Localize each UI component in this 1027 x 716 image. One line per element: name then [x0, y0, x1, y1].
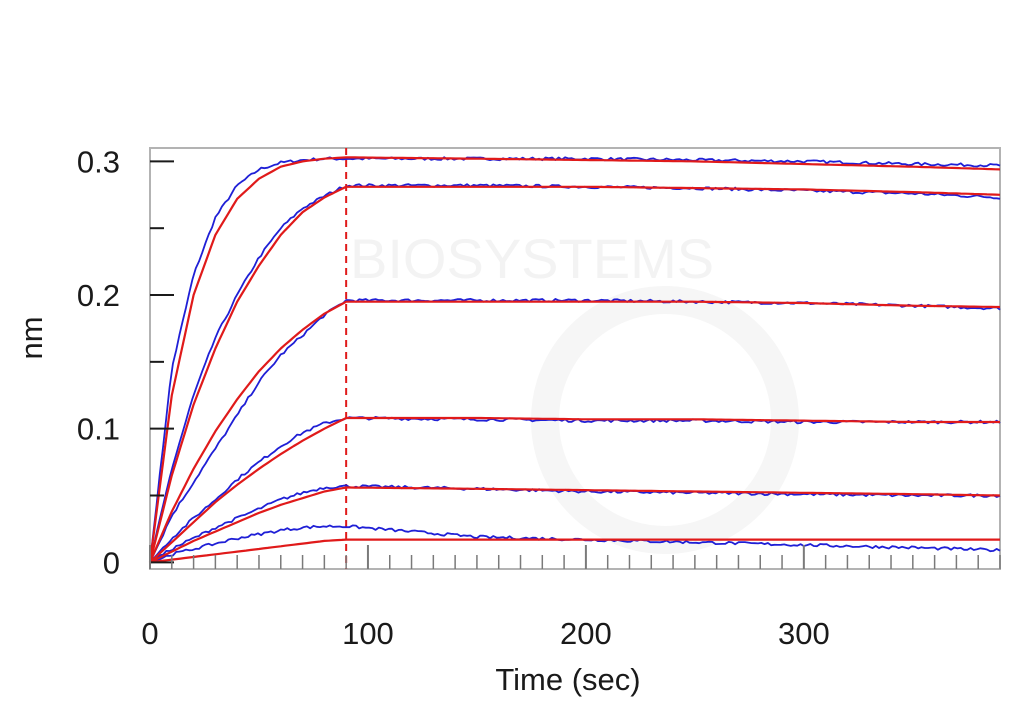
series-layer	[148, 156, 1001, 564]
y-tick-label: 0.2	[77, 278, 120, 313]
fit-curve-5	[149, 486, 1001, 564]
x-axis-title: Time (sec)	[495, 662, 640, 697]
fit-curve-1	[148, 156, 1001, 563]
fit-curve-4	[149, 416, 1000, 564]
measured-trace-5	[149, 484, 1001, 564]
y-tick-label: 0.1	[77, 412, 120, 447]
x-tick-label: 100	[342, 616, 394, 651]
plot-frame	[149, 147, 1001, 570]
x-tick-label: 300	[778, 616, 830, 651]
axes-layer: 0 0.1 0.2 0.3 0 100 200 300	[77, 144, 1001, 651]
watermark-text: BIOSYSTEMS	[350, 227, 714, 290]
y-tick-label: 0	[103, 545, 120, 580]
x-tick-label: 200	[560, 616, 612, 651]
x-tick-label: 0	[141, 616, 158, 651]
fit-curve-3	[148, 300, 1000, 563]
y-tick-label: 0.3	[77, 144, 120, 179]
plot-area	[149, 147, 1001, 570]
y-axis-title: nm	[14, 316, 49, 359]
fit-curve-2	[148, 185, 1001, 563]
fit-curve-6	[149, 538, 1000, 564]
